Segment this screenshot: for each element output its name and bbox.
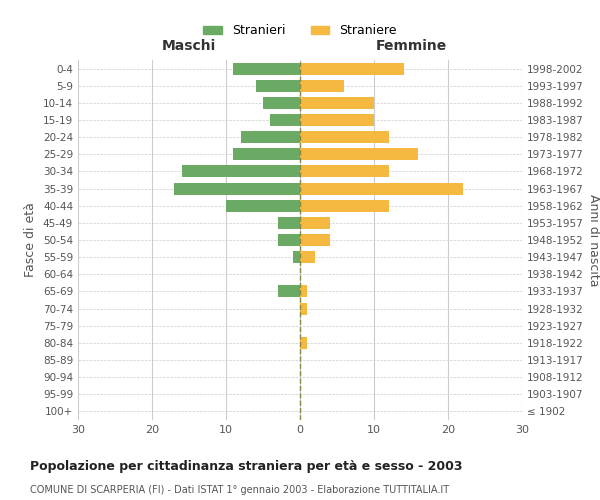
- Text: Maschi: Maschi: [162, 39, 216, 53]
- Text: COMUNE DI SCARPERIA (FI) - Dati ISTAT 1° gennaio 2003 - Elaborazione TUTTITALIA.: COMUNE DI SCARPERIA (FI) - Dati ISTAT 1°…: [30, 485, 449, 495]
- Bar: [278, 217, 300, 229]
- Bar: [300, 62, 404, 74]
- Bar: [293, 251, 300, 263]
- Bar: [300, 200, 389, 211]
- Legend: Stranieri, Straniere: Stranieri, Straniere: [198, 20, 402, 42]
- Bar: [300, 302, 307, 314]
- Bar: [182, 166, 300, 177]
- Bar: [233, 62, 300, 74]
- Bar: [300, 234, 329, 246]
- Bar: [300, 114, 374, 126]
- Bar: [300, 286, 307, 298]
- Bar: [226, 200, 300, 211]
- Bar: [300, 148, 418, 160]
- Bar: [300, 217, 329, 229]
- Text: Femmine: Femmine: [376, 39, 446, 53]
- Bar: [300, 166, 389, 177]
- Bar: [300, 182, 463, 194]
- Bar: [263, 97, 300, 109]
- Bar: [300, 251, 315, 263]
- Bar: [300, 80, 344, 92]
- Bar: [300, 97, 374, 109]
- Bar: [241, 131, 300, 143]
- Bar: [278, 234, 300, 246]
- Bar: [174, 182, 300, 194]
- Bar: [271, 114, 300, 126]
- Bar: [256, 80, 300, 92]
- Text: Popolazione per cittadinanza straniera per età e sesso - 2003: Popolazione per cittadinanza straniera p…: [30, 460, 463, 473]
- Bar: [300, 131, 389, 143]
- Bar: [233, 148, 300, 160]
- Y-axis label: Anni di nascita: Anni di nascita: [587, 194, 600, 286]
- Y-axis label: Fasce di età: Fasce di età: [25, 202, 37, 278]
- Bar: [300, 337, 307, 349]
- Bar: [278, 286, 300, 298]
